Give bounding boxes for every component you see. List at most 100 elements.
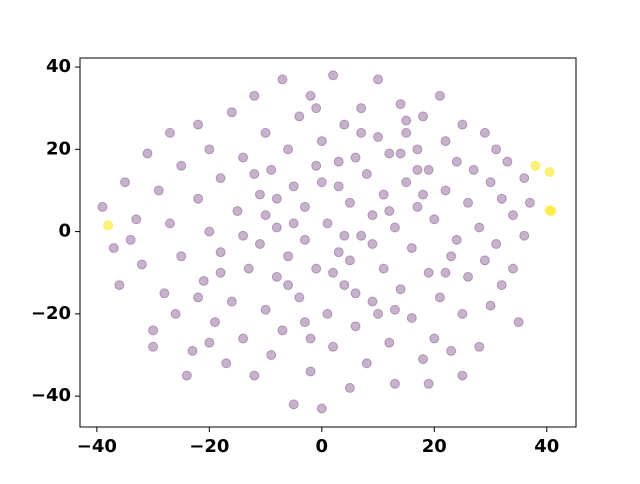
point: [142, 148, 153, 159]
point: [266, 350, 277, 361]
point: [457, 308, 468, 319]
point: [316, 136, 327, 147]
point: [226, 107, 237, 118]
point: [502, 156, 513, 167]
point: [254, 189, 265, 200]
point: [249, 90, 260, 101]
point: [311, 263, 322, 274]
point: [164, 127, 175, 138]
point: [198, 275, 209, 286]
point: [350, 321, 361, 332]
point: [350, 288, 361, 299]
point: [148, 325, 159, 336]
point: [485, 177, 496, 188]
point: [395, 99, 406, 110]
point: [457, 370, 468, 381]
point: [176, 160, 187, 171]
point: [294, 111, 305, 122]
point: [395, 284, 406, 295]
point: [238, 230, 249, 241]
point: [412, 201, 423, 212]
point: [485, 300, 496, 311]
point: [440, 185, 451, 196]
point: [373, 74, 384, 85]
point: [339, 280, 350, 291]
point: [125, 234, 136, 245]
point: [378, 263, 389, 274]
point: [249, 169, 260, 180]
point: [299, 234, 310, 245]
point: [204, 144, 215, 155]
point: [328, 341, 339, 352]
point: [148, 341, 159, 352]
point: [468, 164, 479, 175]
point: [451, 234, 462, 245]
point: [311, 160, 322, 171]
point: [333, 247, 344, 258]
point: [367, 238, 378, 249]
point: [103, 220, 114, 231]
point: [277, 325, 288, 336]
point: [350, 152, 361, 163]
point: [260, 304, 271, 315]
point: [451, 156, 462, 167]
y-tick-label: 0: [58, 221, 71, 242]
point: [170, 308, 181, 319]
point: [423, 267, 434, 278]
point: [508, 263, 519, 274]
point: [519, 230, 530, 241]
point: [176, 251, 187, 262]
point: [423, 164, 434, 175]
point: [401, 127, 412, 138]
point: [367, 296, 378, 307]
point: [440, 136, 451, 147]
x-tick-label: 40: [534, 436, 559, 457]
point: [491, 238, 502, 249]
point: [204, 337, 215, 348]
point: [496, 193, 507, 204]
point: [479, 255, 490, 266]
point: [283, 280, 294, 291]
point: [423, 378, 434, 389]
point: [215, 267, 226, 278]
point: [474, 222, 485, 233]
point: [299, 201, 310, 212]
point: [361, 169, 372, 180]
point: [496, 280, 507, 291]
point: [288, 181, 299, 192]
point: [316, 177, 327, 188]
point: [474, 341, 485, 352]
y-tick-label: −40: [31, 385, 71, 406]
point: [373, 131, 384, 142]
y-tick-label: 20: [46, 138, 71, 159]
point: [131, 214, 142, 225]
point: [299, 317, 310, 328]
point: [339, 230, 350, 241]
point: [288, 399, 299, 410]
point: [204, 226, 215, 237]
point: [333, 156, 344, 167]
point: [333, 181, 344, 192]
point: [384, 148, 395, 159]
point: [513, 317, 524, 328]
point: [187, 345, 198, 356]
point: [429, 214, 440, 225]
point: [215, 173, 226, 184]
point: [238, 333, 249, 344]
point: [384, 206, 395, 217]
point: [181, 370, 192, 381]
point: [434, 90, 445, 101]
point: [249, 370, 260, 381]
point: [406, 243, 417, 254]
point: [243, 263, 254, 274]
point: [294, 292, 305, 303]
point: [316, 403, 327, 414]
point: [508, 210, 519, 221]
point: [519, 173, 530, 184]
point: [384, 337, 395, 348]
point: [356, 230, 367, 241]
point: [389, 378, 400, 389]
point: [344, 197, 355, 208]
point: [97, 201, 108, 212]
